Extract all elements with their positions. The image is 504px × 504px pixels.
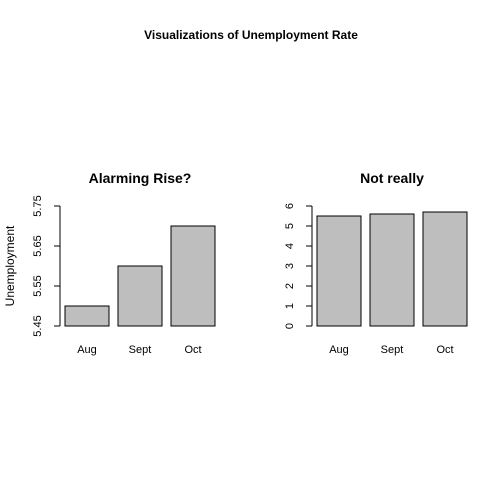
y-tick-label-not-really: 4 [284, 243, 296, 249]
y-tick-label-not-really: 0 [284, 323, 296, 329]
bar-alarming-oct [170, 225, 216, 327]
bar-not-really-sept [369, 213, 415, 327]
panel-title-not-really: Not really [360, 170, 424, 186]
x-tick-label-alarming-aug: Aug [77, 344, 97, 356]
bar-not-really-oct [422, 211, 468, 327]
y-tick-label-alarming: 5.75 [32, 195, 44, 216]
x-tick-label-alarming-oct: Oct [184, 344, 201, 356]
bar-not-really-aug [316, 215, 362, 327]
y-tick-label-not-really: 6 [284, 203, 296, 209]
bar-alarming-sept [117, 265, 163, 327]
main-title: Visualizations of Unemployment Rate [144, 28, 358, 42]
chart-panel-alarming: Alarming Rise? Unemployment Aug Sept Oct 5.… [3, 170, 216, 356]
y-tick-label-alarming: 5.65 [32, 235, 44, 256]
y-tick-label-not-really: 1 [284, 303, 296, 309]
x-tick-label-not-really-aug: Aug [329, 344, 349, 356]
bar-alarming-aug [64, 305, 110, 327]
y-axis-label: Unemployment [3, 225, 17, 306]
panel-title-alarming: Alarming Rise? [89, 170, 192, 186]
x-tick-label-not-really-sept: Sept [381, 344, 404, 356]
y-tick-label-alarming: 5.55 [32, 275, 44, 296]
y-tick-label-not-really: 5 [284, 223, 296, 229]
y-tick-label-not-really: 3 [284, 263, 296, 269]
x-tick-label-not-really-oct: Oct [436, 344, 453, 356]
x-tick-label-alarming-sept: Sept [129, 344, 152, 356]
chart-panel-not-really: Not really Aug Sept Oct 0 1 2 3 4 5 6 [284, 170, 468, 356]
y-tick-label-not-really: 2 [284, 283, 296, 289]
y-tick-label-alarming: 5.45 [32, 315, 44, 336]
